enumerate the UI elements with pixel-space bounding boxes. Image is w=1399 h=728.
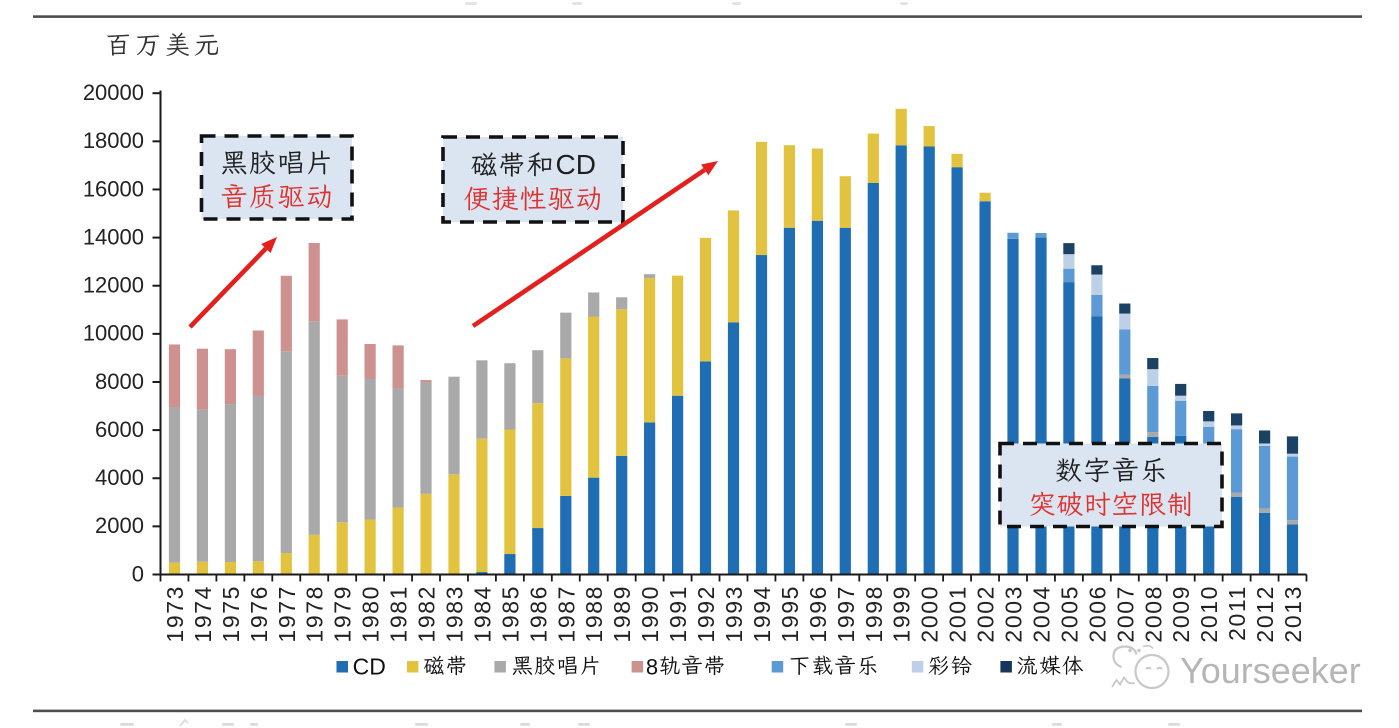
svg-text:2012: 2012 (1252, 585, 1278, 643)
svg-text:1993: 1993 (721, 585, 747, 643)
svg-text:1979: 1979 (330, 585, 356, 643)
svg-text:16000: 16000 (83, 176, 144, 201)
svg-text:1986: 1986 (525, 585, 551, 643)
svg-text:1981: 1981 (386, 585, 412, 643)
svg-text:1997: 1997 (833, 585, 859, 643)
svg-text:1999: 1999 (889, 585, 915, 643)
svg-text:2009: 2009 (1168, 585, 1194, 643)
svg-text:2011: 2011 (1224, 585, 1250, 641)
svg-text:8: 8 (646, 655, 658, 680)
svg-text:1978: 1978 (302, 585, 328, 643)
svg-text:8000: 8000 (95, 369, 144, 394)
svg-text:4000: 4000 (95, 465, 144, 490)
svg-text:2004: 2004 (1029, 585, 1055, 643)
svg-text:1988: 1988 (581, 585, 607, 643)
svg-text:1989: 1989 (609, 585, 635, 643)
svg-text:1990: 1990 (637, 585, 663, 643)
svg-text:2010: 2010 (1196, 585, 1222, 643)
svg-text:10000: 10000 (83, 321, 144, 346)
svg-text:18000: 18000 (83, 128, 144, 153)
svg-text:1982: 1982 (414, 585, 440, 643)
svg-text:0: 0 (132, 561, 144, 586)
svg-text:CD: CD (353, 654, 386, 680)
svg-text:2000: 2000 (917, 585, 943, 643)
svg-text:1994: 1994 (749, 585, 775, 643)
svg-text:6000: 6000 (95, 417, 144, 442)
svg-text:14000: 14000 (83, 224, 144, 249)
svg-text:1984: 1984 (469, 585, 495, 643)
svg-text:12000: 12000 (83, 273, 144, 298)
svg-text:2005: 2005 (1056, 585, 1082, 643)
svg-text:2007: 2007 (1112, 585, 1138, 643)
svg-text:2006: 2006 (1084, 585, 1110, 643)
svg-text:1974: 1974 (190, 585, 216, 643)
svg-text:1977: 1977 (274, 585, 300, 643)
svg-text:1976: 1976 (246, 585, 272, 643)
svg-text:1975: 1975 (218, 585, 244, 643)
svg-text:1983: 1983 (442, 585, 468, 643)
svg-text:2013: 2013 (1280, 585, 1306, 643)
svg-text:Yourseeker: Yourseeker (1180, 650, 1361, 691)
svg-text:1992: 1992 (693, 585, 719, 643)
svg-text:1991: 1991 (665, 585, 691, 643)
svg-text:2001: 2001 (945, 585, 971, 643)
svg-text:1996: 1996 (805, 585, 831, 643)
svg-text:CD: CD (556, 149, 596, 180)
svg-text:2008: 2008 (1140, 585, 1166, 643)
svg-text:2002: 2002 (973, 585, 999, 643)
svg-text:1998: 1998 (861, 585, 887, 643)
svg-text:2000: 2000 (95, 513, 144, 538)
svg-text:1973: 1973 (162, 585, 188, 643)
svg-text:20000: 20000 (83, 80, 144, 105)
svg-text:1985: 1985 (497, 585, 523, 643)
svg-text:1995: 1995 (777, 585, 803, 643)
svg-text:2003: 2003 (1001, 585, 1027, 643)
svg-text:1980: 1980 (358, 585, 384, 643)
svg-text:1987: 1987 (553, 585, 579, 643)
